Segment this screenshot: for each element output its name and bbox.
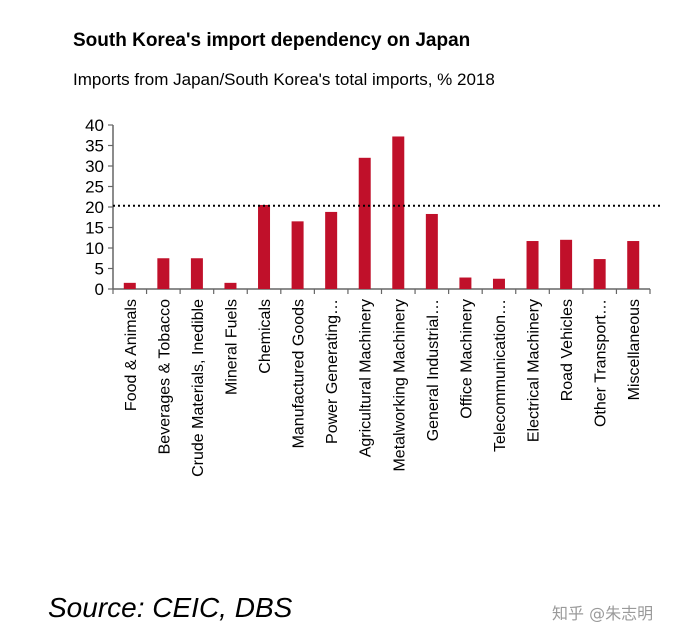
category-label: Road Vehicles	[559, 299, 576, 401]
bar	[123, 282, 136, 289]
y-tick-label: 10	[85, 239, 104, 258]
bar	[492, 278, 505, 289]
category-label: Telecommunication…	[492, 299, 509, 452]
category-label: Miscellaneous	[626, 299, 643, 400]
bar	[425, 213, 438, 289]
category-label: Mineral Fuels	[223, 299, 240, 395]
y-tick-label: 30	[85, 157, 104, 176]
bar	[627, 241, 640, 289]
bar	[392, 136, 405, 289]
source-note: Source: CEIC, DBS	[48, 592, 293, 623]
bar	[593, 259, 606, 289]
chart-title: South Korea's import dependency on Japan	[73, 30, 471, 51]
y-tick-label: 15	[85, 219, 104, 238]
watermark: 知乎 @朱志明	[552, 604, 654, 623]
bar	[358, 157, 371, 289]
bar	[157, 258, 170, 289]
y-tick-label: 5	[95, 260, 104, 279]
bar	[190, 258, 203, 289]
category-label: Manufactured Goods	[291, 299, 308, 448]
category-label: Agricultural Machinery	[358, 299, 375, 457]
category-label: Food & Animals	[123, 299, 140, 411]
bar	[291, 221, 304, 289]
y-tick-label: 35	[85, 137, 104, 156]
chart-subtitle: Imports from Japan/South Korea's total i…	[73, 70, 495, 89]
bar	[526, 241, 539, 289]
y-tick-label: 20	[85, 198, 104, 217]
category-label: Office Machinery	[458, 299, 475, 419]
category-label: Electrical Machinery	[526, 299, 543, 442]
y-tick-label: 40	[85, 116, 104, 135]
category-label: Power Generating…	[324, 299, 341, 444]
bar	[325, 211, 338, 289]
category-label: Beverages & Tobacco	[156, 299, 173, 454]
category-label: Metalworking Machinery	[391, 299, 408, 472]
category-label: Other Transport…	[593, 299, 610, 427]
category-label: Crude Materials, Inedible	[190, 299, 207, 477]
y-tick-label: 25	[85, 178, 104, 197]
category-label: Chemicals	[257, 299, 274, 374]
bar	[459, 277, 472, 289]
bar	[560, 239, 573, 289]
category-label: General Industrial…	[425, 299, 442, 441]
y-tick-label: 0	[95, 280, 104, 299]
bar	[258, 204, 271, 289]
bar	[224, 282, 237, 289]
